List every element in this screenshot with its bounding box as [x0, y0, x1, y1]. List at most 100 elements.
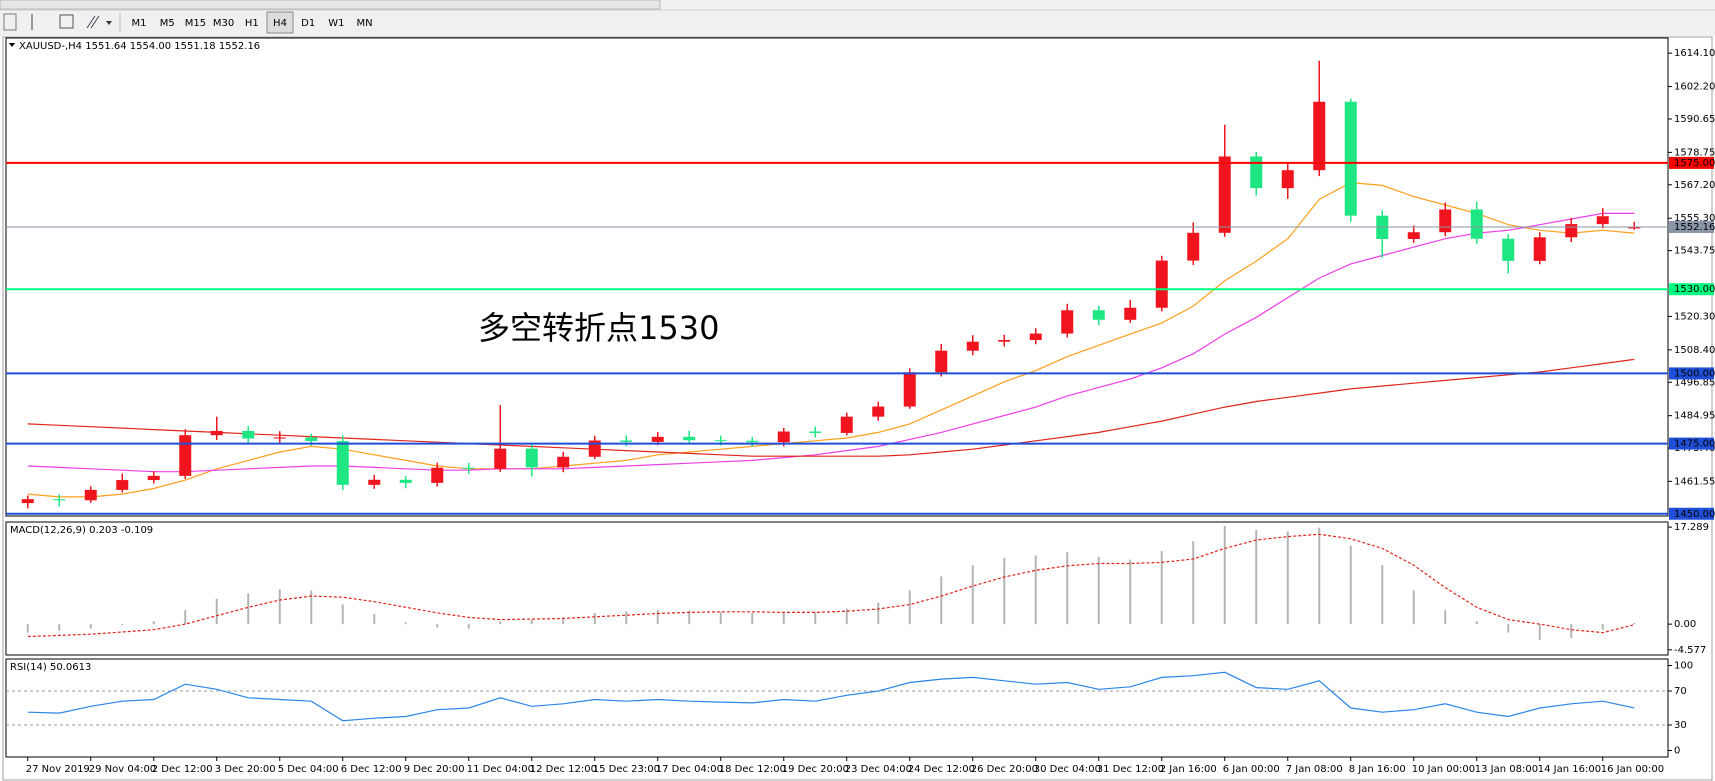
- x-tick-label: 13 Jan 08:00: [1475, 764, 1538, 775]
- candle-body: [179, 435, 192, 476]
- y-tick-label: 1578.75: [1674, 147, 1715, 158]
- timeframe-button[interactable]: [295, 12, 322, 33]
- candle-body: [273, 437, 286, 439]
- y-tick-label: 0: [1674, 745, 1680, 756]
- timeframe-button[interactable]: [323, 12, 350, 33]
- timeframe-label[interactable]: D1: [301, 18, 315, 29]
- candle-body: [1502, 238, 1515, 261]
- x-tick-label: 3 Dec 20:00: [215, 764, 276, 775]
- price-label-box: [1669, 507, 1714, 520]
- x-tick-label: 5 Dec 04:00: [278, 764, 339, 775]
- timeframe-label[interactable]: M1: [132, 18, 147, 29]
- candle-body: [1344, 101, 1357, 216]
- candle-body: [998, 340, 1011, 342]
- panel: [5, 658, 1669, 758]
- panel-title: RSI(14) 50.0613: [10, 662, 91, 673]
- candle-body: [1407, 232, 1420, 239]
- candle-body: [1124, 307, 1137, 320]
- timeframe-label[interactable]: W1: [328, 18, 344, 29]
- signal-line: [27, 533, 1635, 638]
- x-tick-label: 6 Dec 12:00: [341, 764, 402, 775]
- rsi-line: [27, 671, 1635, 722]
- annotation: 多空转折点1530: [478, 309, 719, 347]
- price-label-box: [1669, 437, 1714, 450]
- candle-body: [777, 431, 790, 443]
- candle-body: [242, 430, 255, 439]
- x-tick-label: 23 Dec 04:00: [845, 764, 912, 775]
- candle-body: [368, 479, 381, 485]
- price-label: 1530.00: [1674, 284, 1715, 295]
- candle-body: [1061, 310, 1074, 334]
- x-tick-label: 2 Dec 12:00: [152, 764, 213, 775]
- candle-body: [431, 467, 444, 483]
- candle-body: [116, 480, 129, 490]
- candle-body: [305, 437, 318, 442]
- timeframe-button[interactable]: [182, 12, 209, 33]
- x-tick-label: 9 Dec 20:00: [404, 764, 465, 775]
- moving-average: [27, 181, 1635, 498]
- candle-body: [1565, 224, 1578, 238]
- candle-body: [1470, 209, 1483, 239]
- candle-body: [53, 499, 66, 501]
- y-tick-label: 1520.30: [1674, 311, 1715, 322]
- x-tick-label: 8 Jan 16:00: [1349, 764, 1406, 775]
- timeframe-label[interactable]: M30: [213, 18, 234, 29]
- candle-body: [210, 430, 223, 436]
- timeframe-button[interactable]: [154, 12, 181, 33]
- timeframe-button[interactable]: [351, 12, 378, 33]
- tool-icon[interactable]: [86, 15, 100, 29]
- timeframe-label[interactable]: M15: [185, 18, 206, 29]
- candle-body: [1596, 216, 1609, 225]
- y-tick-label: 100: [1674, 661, 1693, 672]
- x-tick-label: 31 Dec 12:00: [1097, 764, 1164, 775]
- x-tick-label: 24 Dec 12:00: [908, 764, 975, 775]
- timeframe-label[interactable]: M5: [160, 18, 175, 29]
- x-tick-label: 30 Dec 04:00: [1034, 764, 1101, 775]
- candle-body: [1187, 232, 1200, 261]
- candle-body: [746, 440, 759, 443]
- y-tick-label: 1602.20: [1674, 82, 1715, 93]
- candle-body: [872, 406, 885, 417]
- candle-body: [1439, 209, 1452, 233]
- candle-body: [462, 467, 475, 469]
- x-tick-label: 16 Jan 00:00: [1601, 764, 1664, 775]
- tool-icon[interactable]: [106, 21, 112, 25]
- panel: [5, 521, 1669, 656]
- x-tick-label: 17 Dec 04:00: [656, 764, 723, 775]
- candle-body: [1313, 101, 1326, 171]
- y-tick-label: 1484.95: [1674, 411, 1715, 422]
- candle-body: [336, 441, 349, 485]
- x-tick-label: 26 Dec 20:00: [971, 764, 1038, 775]
- timeframe-label[interactable]: H1: [245, 18, 259, 29]
- timeframe-button[interactable]: [238, 12, 265, 33]
- timeframe-bar: M1 M5 M15 M30 H1 H4 D1 W1 MN: [119, 11, 378, 34]
- y-tick-label: 1567.20: [1674, 180, 1715, 191]
- tool-icon[interactable]: [3, 13, 17, 31]
- candle-body: [557, 456, 570, 468]
- timeframe-button[interactable]: [266, 11, 294, 34]
- x-tick-label: 15 Dec 23:00: [593, 764, 660, 775]
- price-label-box: [1669, 156, 1714, 169]
- candle-body: [494, 448, 507, 469]
- timeframe-button[interactable]: [210, 12, 237, 33]
- timeframe-button[interactable]: [126, 12, 152, 33]
- candle-body: [809, 431, 822, 433]
- y-tick-label: 30: [1674, 720, 1687, 731]
- y-tick-label: 70: [1674, 686, 1687, 697]
- x-tick-label: 2 Jan 16:00: [1160, 764, 1217, 775]
- candle-body: [651, 436, 664, 442]
- candle-body: [683, 436, 696, 441]
- candle-body: [1218, 156, 1231, 233]
- panel-title: XAUUSD-,H4 1551.64 1554.00 1551.18 1552.…: [19, 41, 260, 52]
- candle-body: [1281, 170, 1294, 189]
- x-tick-label: 10 Jan 00:00: [1412, 764, 1475, 775]
- timeframe-label[interactable]: MN: [357, 18, 373, 29]
- y-tick-label: 1461.55: [1674, 476, 1715, 487]
- x-tick-label: 18 Dec 12:00: [719, 764, 786, 775]
- candle-body: [399, 479, 412, 483]
- x-tick-label: 19 Dec 20:00: [782, 764, 849, 775]
- timeframe-label[interactable]: H4: [273, 18, 287, 29]
- x-tick-label: 12 Dec 12:00: [530, 764, 597, 775]
- tool-icon[interactable]: [59, 14, 74, 29]
